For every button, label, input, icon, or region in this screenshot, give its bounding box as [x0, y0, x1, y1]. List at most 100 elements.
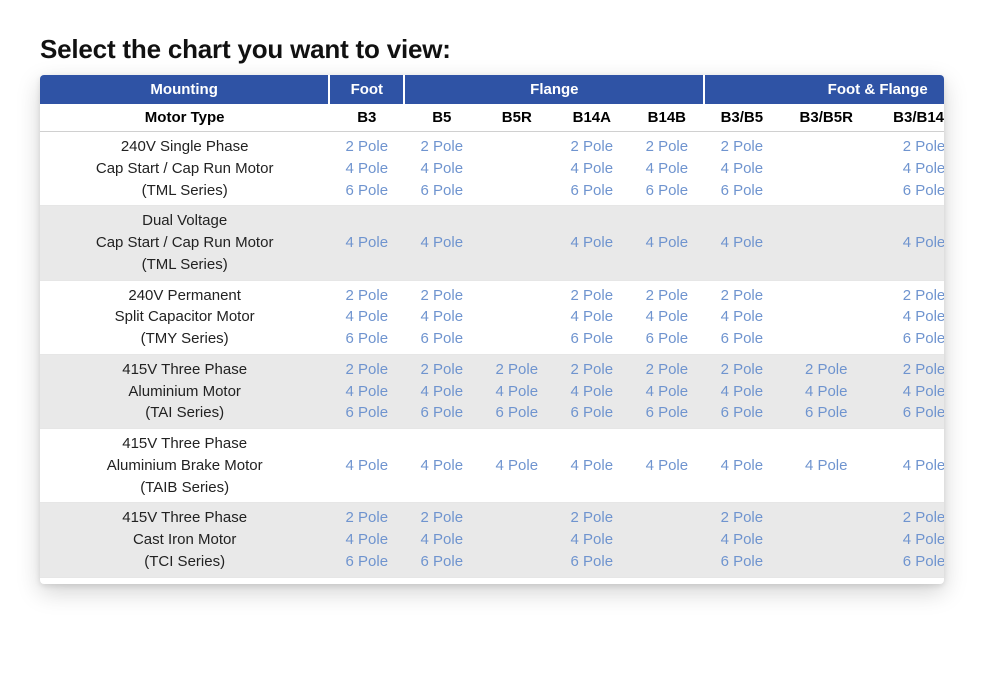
pole-link[interactable]: 4 Pole	[633, 232, 700, 254]
pole-link[interactable]: 4 Pole	[558, 455, 625, 477]
pole-link[interactable]: 6 Pole	[877, 551, 944, 573]
pole-link[interactable]: 4 Pole	[483, 455, 550, 477]
pole-link[interactable]: 2 Pole	[558, 136, 625, 158]
pole-link[interactable]: 6 Pole	[633, 402, 700, 424]
pole-link[interactable]: 6 Pole	[877, 180, 944, 202]
pole-link[interactable]: 2 Pole	[558, 507, 625, 529]
pole-link[interactable]: 6 Pole	[633, 328, 700, 350]
pole-link[interactable]: 4 Pole	[333, 306, 400, 328]
pole-link[interactable]: 2 Pole	[708, 359, 775, 381]
page-title: Select the chart you want to view:	[40, 34, 944, 65]
pole-link[interactable]: 6 Pole	[558, 402, 625, 424]
pole-link[interactable]: 6 Pole	[877, 402, 944, 424]
column-header: B14B	[629, 104, 704, 132]
pole-link[interactable]: 4 Pole	[877, 381, 944, 403]
pole-link[interactable]: 6 Pole	[483, 402, 550, 424]
pole-link[interactable]: 4 Pole	[333, 529, 400, 551]
pole-link[interactable]: 4 Pole	[408, 232, 475, 254]
pole-link[interactable]: 4 Pole	[708, 455, 775, 477]
pole-link[interactable]: 4 Pole	[333, 455, 400, 477]
pole-link[interactable]: 6 Pole	[408, 328, 475, 350]
pole-cell: 2 Pole4 Pole6 Pole	[479, 354, 554, 428]
pole-link[interactable]: 6 Pole	[333, 180, 400, 202]
pole-link[interactable]: 6 Pole	[633, 180, 700, 202]
pole-link[interactable]: 2 Pole	[408, 359, 475, 381]
pole-link[interactable]: 4 Pole	[558, 158, 625, 180]
pole-link[interactable]: 2 Pole	[558, 285, 625, 307]
pole-link[interactable]: 4 Pole	[408, 306, 475, 328]
pole-link[interactable]: 2 Pole	[708, 136, 775, 158]
pole-link[interactable]: 4 Pole	[408, 455, 475, 477]
pole-link[interactable]: 4 Pole	[708, 529, 775, 551]
pole-link[interactable]: 4 Pole	[877, 158, 944, 180]
pole-cell: 4 Pole	[629, 429, 704, 503]
pole-link[interactable]: 2 Pole	[633, 136, 700, 158]
pole-link[interactable]: 2 Pole	[877, 507, 944, 529]
pole-link[interactable]: 4 Pole	[783, 455, 869, 477]
motor-type-line: (TCI Series)	[44, 551, 325, 573]
pole-link[interactable]: 2 Pole	[877, 285, 944, 307]
pole-link[interactable]: 6 Pole	[708, 551, 775, 573]
pole-link[interactable]: 6 Pole	[558, 180, 625, 202]
pole-link[interactable]: 4 Pole	[408, 529, 475, 551]
pole-link[interactable]: 4 Pole	[633, 306, 700, 328]
pole-link[interactable]: 4 Pole	[708, 381, 775, 403]
pole-link[interactable]: 4 Pole	[558, 381, 625, 403]
pole-link[interactable]: 4 Pole	[333, 232, 400, 254]
pole-link[interactable]: 2 Pole	[333, 136, 400, 158]
pole-link[interactable]: 6 Pole	[558, 328, 625, 350]
pole-link[interactable]: 2 Pole	[877, 136, 944, 158]
pole-link[interactable]: 2 Pole	[333, 507, 400, 529]
pole-link[interactable]: 4 Pole	[483, 381, 550, 403]
pole-link[interactable]: 4 Pole	[633, 455, 700, 477]
pole-link[interactable]: 4 Pole	[877, 455, 944, 477]
pole-link[interactable]: 6 Pole	[558, 551, 625, 573]
pole-link[interactable]: 4 Pole	[333, 381, 400, 403]
pole-link[interactable]: 2 Pole	[408, 285, 475, 307]
pole-cell: 2 Pole4 Pole6 Pole	[779, 354, 873, 428]
header-group: Mounting	[40, 75, 329, 104]
pole-cell: 4 Pole	[479, 429, 554, 503]
pole-link[interactable]: 6 Pole	[408, 551, 475, 573]
pole-link[interactable]: 4 Pole	[558, 529, 625, 551]
pole-link[interactable]: 2 Pole	[558, 359, 625, 381]
pole-link[interactable]: 6 Pole	[708, 402, 775, 424]
pole-link[interactable]: 6 Pole	[877, 328, 944, 350]
pole-link[interactable]: 4 Pole	[633, 158, 700, 180]
pole-link[interactable]: 4 Pole	[708, 158, 775, 180]
pole-cell: 4 Pole	[329, 206, 404, 280]
pole-link[interactable]: 4 Pole	[708, 232, 775, 254]
pole-link[interactable]: 4 Pole	[877, 232, 944, 254]
pole-link[interactable]: 2 Pole	[633, 285, 700, 307]
pole-link[interactable]: 6 Pole	[333, 328, 400, 350]
pole-link[interactable]: 4 Pole	[408, 381, 475, 403]
pole-link[interactable]: 2 Pole	[877, 359, 944, 381]
pole-link[interactable]: 4 Pole	[558, 232, 625, 254]
pole-link[interactable]: 6 Pole	[708, 180, 775, 202]
pole-link[interactable]: 6 Pole	[408, 180, 475, 202]
pole-link[interactable]: 6 Pole	[708, 328, 775, 350]
pole-link[interactable]: 4 Pole	[633, 381, 700, 403]
pole-link[interactable]: 6 Pole	[333, 551, 400, 573]
pole-link[interactable]: 4 Pole	[783, 381, 869, 403]
pole-link[interactable]: 2 Pole	[708, 285, 775, 307]
pole-link[interactable]: 2 Pole	[333, 359, 400, 381]
pole-link[interactable]: 4 Pole	[877, 306, 944, 328]
pole-link[interactable]: 2 Pole	[708, 507, 775, 529]
pole-link[interactable]: 2 Pole	[408, 507, 475, 529]
pole-link[interactable]: 4 Pole	[877, 529, 944, 551]
pole-cell: 4 Pole	[329, 429, 404, 503]
pole-link[interactable]: 2 Pole	[408, 136, 475, 158]
pole-link[interactable]: 2 Pole	[483, 359, 550, 381]
pole-link[interactable]: 6 Pole	[783, 402, 869, 424]
pole-link[interactable]: 4 Pole	[333, 158, 400, 180]
pole-link[interactable]: 6 Pole	[408, 402, 475, 424]
pole-link[interactable]: 2 Pole	[333, 285, 400, 307]
pole-link[interactable]: 6 Pole	[333, 402, 400, 424]
pole-link[interactable]: 2 Pole	[633, 359, 700, 381]
pole-link[interactable]: 4 Pole	[558, 306, 625, 328]
pole-cell: 4 Pole	[873, 429, 944, 503]
pole-link[interactable]: 4 Pole	[408, 158, 475, 180]
pole-link[interactable]: 4 Pole	[708, 306, 775, 328]
pole-link[interactable]: 2 Pole	[783, 359, 869, 381]
